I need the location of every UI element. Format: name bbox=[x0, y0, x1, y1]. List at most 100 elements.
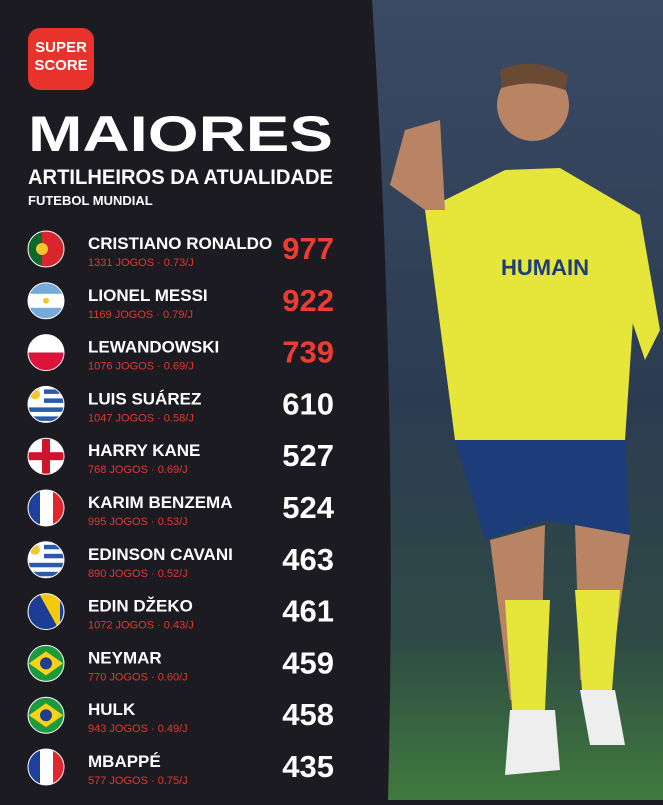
flag-part bbox=[53, 749, 64, 785]
ranking-row: KARIM BENZEMA 995 JOGOS · 0.53/J 524 bbox=[27, 489, 335, 528]
flag-part bbox=[40, 657, 52, 670]
flag bbox=[28, 334, 64, 371]
flag-part bbox=[40, 490, 53, 526]
flag-part bbox=[28, 282, 64, 294]
ranking-row: CRISTIANO RONALDO 1331 JOGOS · 0.73/J 977 bbox=[27, 230, 334, 269]
flag bbox=[28, 593, 64, 630]
flag-ring bbox=[27, 748, 65, 786]
flag bbox=[28, 438, 64, 475]
title: MAIORES bbox=[28, 106, 333, 162]
ranking-row: HULK 943 JOGOS · 0.49/J 458 bbox=[27, 696, 334, 735]
goals: 610 bbox=[282, 386, 334, 421]
player-stats: 770 JOGOS · 0.60/J bbox=[88, 671, 188, 683]
flag-ring bbox=[27, 489, 65, 527]
flag bbox=[28, 231, 64, 267]
goals: 463 bbox=[282, 542, 334, 577]
ranking-row: HARRY KANE 768 JOGOS · 0.69/J 527 bbox=[27, 437, 334, 476]
svg-text:HUMAIN: HUMAIN bbox=[501, 255, 589, 280]
goals: 922 bbox=[282, 283, 334, 318]
flag-part bbox=[28, 398, 64, 403]
flag bbox=[28, 490, 64, 526]
flag-part bbox=[28, 544, 64, 550]
ranking-row: NEYMAR 770 JOGOS · 0.60/J 459 bbox=[27, 644, 334, 683]
player-name: CRISTIANO RONALDO bbox=[88, 234, 272, 253]
flag-ring bbox=[27, 644, 65, 682]
flag bbox=[28, 282, 64, 319]
flag-part bbox=[28, 389, 64, 394]
logo-badge bbox=[28, 28, 94, 90]
player-stats: 943 JOGOS · 0.49/J bbox=[88, 723, 188, 735]
flag-part bbox=[28, 553, 64, 559]
flag bbox=[28, 697, 64, 734]
flag bbox=[28, 541, 64, 578]
goals: 739 bbox=[282, 335, 334, 370]
flag-part bbox=[28, 571, 64, 577]
player-name: HULK bbox=[88, 700, 136, 719]
player-name: HARRY KANE bbox=[88, 441, 200, 460]
goals: 435 bbox=[282, 749, 334, 784]
flag bbox=[28, 749, 64, 785]
flag-ring bbox=[27, 334, 65, 372]
player-stats: 768 JOGOS · 0.69/J bbox=[88, 464, 188, 476]
player-stats: 890 JOGOS · 0.52/J bbox=[88, 568, 188, 580]
flag-part bbox=[40, 749, 53, 785]
player-stats: 1047 JOGOS · 0.58/J bbox=[88, 412, 194, 424]
flag-part bbox=[36, 243, 48, 255]
flag-part bbox=[28, 407, 64, 412]
player-name: MBAPPÉ bbox=[88, 752, 161, 771]
flag bbox=[28, 645, 64, 682]
player-stats: 577 JOGOS · 0.75/J bbox=[88, 775, 188, 787]
ranking-row: EDINSON CAVANI 890 JOGOS · 0.52/J 463 bbox=[27, 541, 334, 580]
left-panel bbox=[0, 0, 391, 800]
ranking-row: LEWANDOWSKI 1076 JOGOS · 0.69/J 739 bbox=[27, 334, 334, 373]
ranking-row: LUIS SUÁREZ 1047 JOGOS · 0.58/J 610 bbox=[27, 385, 334, 424]
flag-part bbox=[28, 334, 64, 353]
ranking-list: CRISTIANO RONALDO 1331 JOGOS · 0.73/J 977 L… bbox=[27, 230, 335, 787]
player-stats: 995 JOGOS · 0.53/J bbox=[88, 516, 188, 528]
player-name: LUIS SUÁREZ bbox=[88, 389, 201, 408]
flag-part bbox=[28, 490, 40, 526]
flag-part bbox=[28, 352, 64, 371]
flag-ring bbox=[27, 230, 65, 268]
player-stats: 1076 JOGOS · 0.69/J bbox=[88, 361, 194, 373]
flag-part bbox=[42, 231, 64, 267]
caption: FUTEBOL MUNDIAL bbox=[28, 193, 153, 208]
player-name: LIONEL MESSI bbox=[88, 286, 208, 305]
flag-part bbox=[53, 490, 64, 526]
player-name: KARIM BENZEMA bbox=[88, 493, 233, 512]
player-figure: HUMAIN bbox=[390, 63, 660, 775]
goals: 461 bbox=[282, 594, 334, 629]
flag bbox=[28, 386, 64, 423]
logo-text: SUPER bbox=[35, 39, 87, 56]
goals: 459 bbox=[282, 645, 334, 680]
subtitle: ARTILHEIROS DA ATUALIDADE bbox=[28, 166, 333, 189]
player-stats: 1072 JOGOS · 0.43/J bbox=[88, 620, 194, 632]
flag-part bbox=[43, 297, 49, 304]
flag-part bbox=[28, 452, 64, 461]
flag-part bbox=[40, 709, 52, 722]
goals: 524 bbox=[282, 490, 334, 525]
flag-part bbox=[28, 416, 64, 421]
flag-ring bbox=[27, 437, 65, 475]
flag-ring bbox=[27, 385, 65, 423]
ranking-row: MBAPPÉ 577 JOGOS · 0.75/J 435 bbox=[27, 748, 334, 787]
player-name: LEWANDOWSKI bbox=[88, 338, 219, 357]
player-name: NEYMAR bbox=[88, 648, 162, 667]
goals: 458 bbox=[282, 697, 334, 732]
player-stats: 1169 JOGOS · 0.79/J bbox=[88, 309, 193, 321]
goals: 527 bbox=[282, 438, 334, 473]
flag-part bbox=[28, 749, 40, 785]
ranking-row: EDIN DŽEKO 1072 JOGOS · 0.43/J 461 bbox=[27, 593, 334, 632]
flag-ring bbox=[27, 282, 65, 320]
flag-part bbox=[28, 231, 42, 267]
ranking-row: LIONEL MESSI 1169 JOGOS · 0.79/J 922 bbox=[27, 282, 334, 321]
logo-text: SCORE bbox=[34, 57, 87, 74]
player-name: EDIN DŽEKO bbox=[88, 597, 193, 616]
player-name: EDINSON CAVANI bbox=[88, 545, 233, 564]
goals: 977 bbox=[282, 231, 334, 266]
flag-part bbox=[28, 562, 64, 568]
flag-ring bbox=[27, 696, 65, 734]
